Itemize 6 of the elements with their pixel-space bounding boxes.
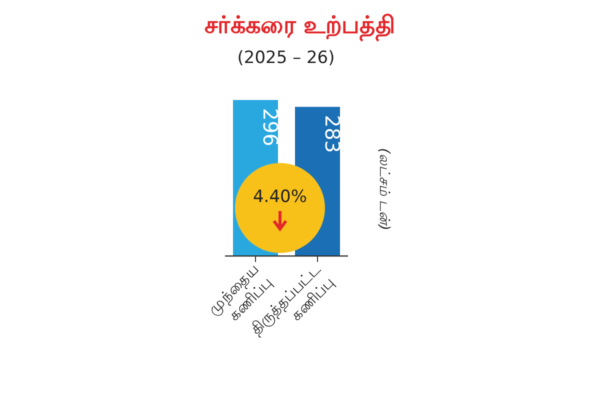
data-label: 296 xyxy=(258,108,282,146)
annotation: 4.40% xyxy=(252,187,308,207)
data-label: 283 xyxy=(320,114,344,154)
chart-title: சர்க்கரை உற்பத்தி xyxy=(204,11,396,42)
chart-subtitle: (2025 – 26) xyxy=(237,48,335,68)
y-axis-title: (லட்சம் டன்) xyxy=(376,148,392,230)
